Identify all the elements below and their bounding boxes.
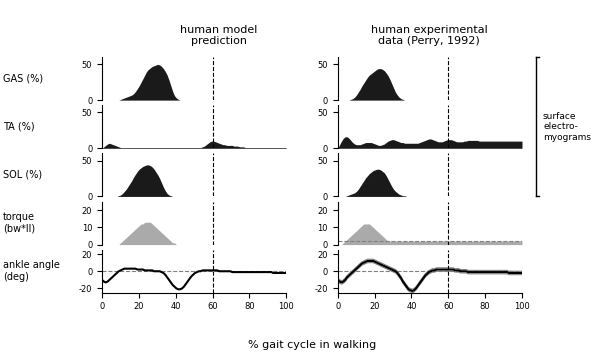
- Text: ankle angle
(deg): ankle angle (deg): [3, 261, 60, 282]
- Text: human model
prediction: human model prediction: [181, 25, 257, 46]
- Text: torque
(bw*ll): torque (bw*ll): [3, 212, 35, 234]
- Text: surface
electro-
myograms: surface electro- myograms: [543, 112, 591, 142]
- Text: % gait cycle in walking: % gait cycle in walking: [248, 340, 376, 350]
- Text: TA (%): TA (%): [3, 122, 35, 132]
- Text: SOL (%): SOL (%): [3, 170, 42, 180]
- Text: human experimental
data (Perry, 1992): human experimental data (Perry, 1992): [371, 25, 487, 46]
- Text: GAS (%): GAS (%): [3, 74, 43, 84]
